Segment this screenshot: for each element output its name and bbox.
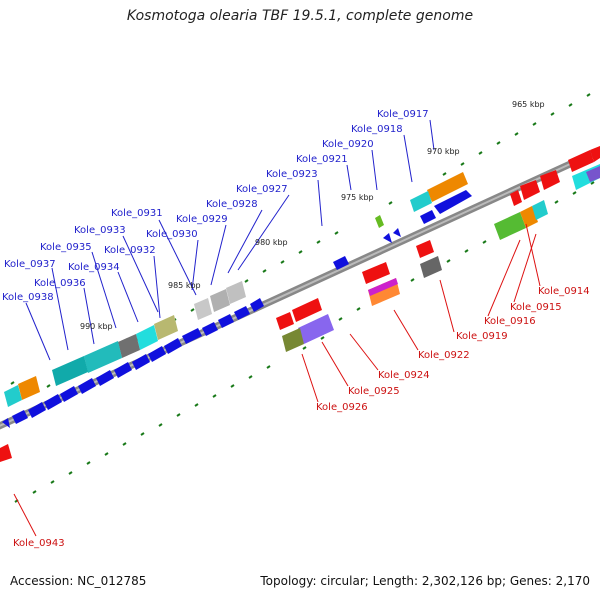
gene-label: Kole_0926: [316, 402, 368, 413]
gene-label: Kole_0921: [296, 154, 348, 165]
summary-text: Topology: circular; Length: 2,302,126 bp…: [260, 574, 590, 588]
gene-label: Kole_0920: [322, 139, 374, 150]
gene-label: Kole_0935: [40, 242, 92, 253]
gene-label: Kole_0928: [206, 199, 258, 210]
gene-label: Kole_0917: [377, 109, 429, 120]
scale-label-980: 980 kbp: [255, 238, 288, 247]
gene-label: Kole_0922: [418, 350, 470, 361]
accession-text: Accession: NC_012785: [10, 574, 147, 588]
gene-label: Kole_0930: [146, 229, 198, 240]
upper-strand-genes: [2, 190, 472, 428]
scale-label-975: 975 kbp: [341, 193, 374, 202]
map-title: Kosmotoga olearia TBF 19.5.1, complete g…: [126, 8, 474, 24]
gene-label: Kole_0914: [538, 286, 590, 297]
gene-label: Kole_0927: [236, 184, 288, 195]
gene-label: Kole_0934: [68, 262, 120, 273]
gene-label: Kole_0938: [2, 292, 54, 303]
gene-label: Kole_0924: [378, 370, 430, 381]
gene-label: Kole_0918: [351, 124, 403, 135]
gene-label: Kole_0943: [13, 538, 65, 549]
scale-label-970: 970 kbp: [427, 147, 460, 156]
lower-label-connectors: [13, 223, 541, 537]
scale-labels: 965 kbp 970 kbp 975 kbp 980 kbp 985 kbp …: [80, 100, 545, 331]
scale-label-965: 965 kbp: [512, 100, 545, 109]
upper-label-connectors: [25, 119, 435, 361]
upper-strand-colored-genes: [4, 172, 468, 407]
gene-label: Kole_0932: [104, 245, 156, 256]
gene-label: Kole_0936: [34, 278, 86, 289]
inner-scale-ticks: [14, 181, 595, 503]
gene-label: Kole_0929: [176, 214, 228, 225]
lower-strand-genes: [0, 146, 600, 462]
gene-label: Kole_0933: [74, 225, 126, 236]
genome-backbone: [0, 146, 600, 430]
upper-gene-labels: Kole_0917 Kole_0918 Kole_0920 Kole_0921 …: [2, 109, 429, 303]
lower-gene-labels: Kole_0914 Kole_0915 Kole_0916 Kole_0919 …: [13, 286, 590, 549]
gene-label: Kole_0923: [266, 169, 318, 180]
gene-label: Kole_0925: [348, 386, 400, 397]
gene-label: Kole_0916: [484, 316, 536, 327]
gene-label: Kole_0937: [4, 259, 56, 270]
gene-label: Kole_0915: [510, 302, 562, 313]
gene-label: Kole_0931: [111, 208, 163, 219]
scale-label-990: 990 kbp: [80, 322, 113, 331]
scale-label-985: 985 kbp: [168, 281, 201, 290]
gene-label: Kole_0919: [456, 331, 508, 342]
